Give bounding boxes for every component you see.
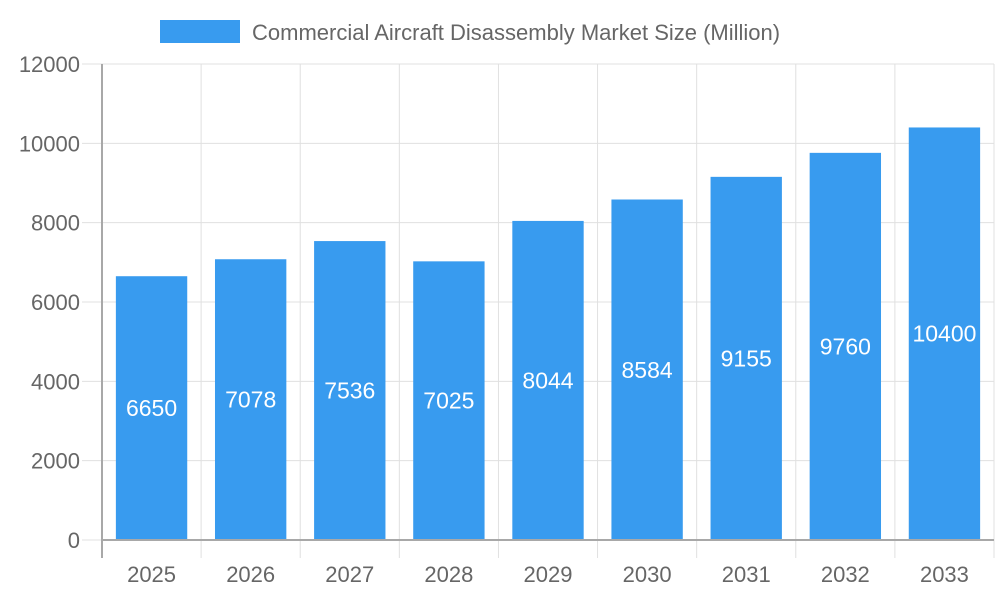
data-label: 7078	[225, 387, 276, 413]
data-label: 8584	[622, 357, 673, 383]
bar-2025	[115, 276, 188, 540]
data-label: 9760	[820, 333, 871, 359]
x-tick-label: 2030	[623, 562, 672, 587]
x-tick-label: 2033	[920, 562, 969, 587]
bar-2026	[214, 259, 287, 540]
x-tick-label: 2031	[722, 562, 771, 587]
x-tick-label: 2029	[524, 562, 573, 587]
x-tick-label: 2027	[325, 562, 374, 587]
data-label: 10400	[912, 321, 976, 347]
x-tick-label: 2032	[821, 562, 870, 587]
data-label: 9155	[721, 345, 772, 371]
data-label: 7025	[423, 388, 474, 414]
bar-2027	[314, 241, 386, 540]
x-tick-label: 2026	[226, 562, 275, 587]
y-tick-label: 6000	[31, 290, 80, 315]
data-label: 7536	[324, 378, 375, 404]
legend-label: Commercial Aircraft Disassembly Market S…	[252, 20, 780, 45]
y-tick-label: 8000	[31, 211, 80, 236]
legend: Commercial Aircraft Disassembly Market S…	[160, 20, 780, 45]
y-tick-label: 4000	[31, 369, 80, 394]
x-tick-label: 2025	[127, 562, 176, 587]
x-tick-label: 2028	[424, 562, 473, 587]
data-label: 8044	[522, 367, 573, 393]
bar-2030	[611, 199, 683, 540]
legend-swatch	[160, 20, 240, 43]
y-tick-label: 10000	[19, 131, 80, 156]
y-tick-label: 12000	[19, 52, 80, 77]
bar-2033	[908, 127, 981, 540]
y-tick-label: 0	[68, 528, 80, 553]
y-tick-label: 2000	[31, 449, 80, 474]
bar-2029	[512, 220, 584, 540]
bar-2032	[809, 152, 882, 540]
bar-2031	[710, 176, 782, 540]
bar-2028	[413, 261, 485, 540]
data-label: 6650	[126, 395, 177, 421]
